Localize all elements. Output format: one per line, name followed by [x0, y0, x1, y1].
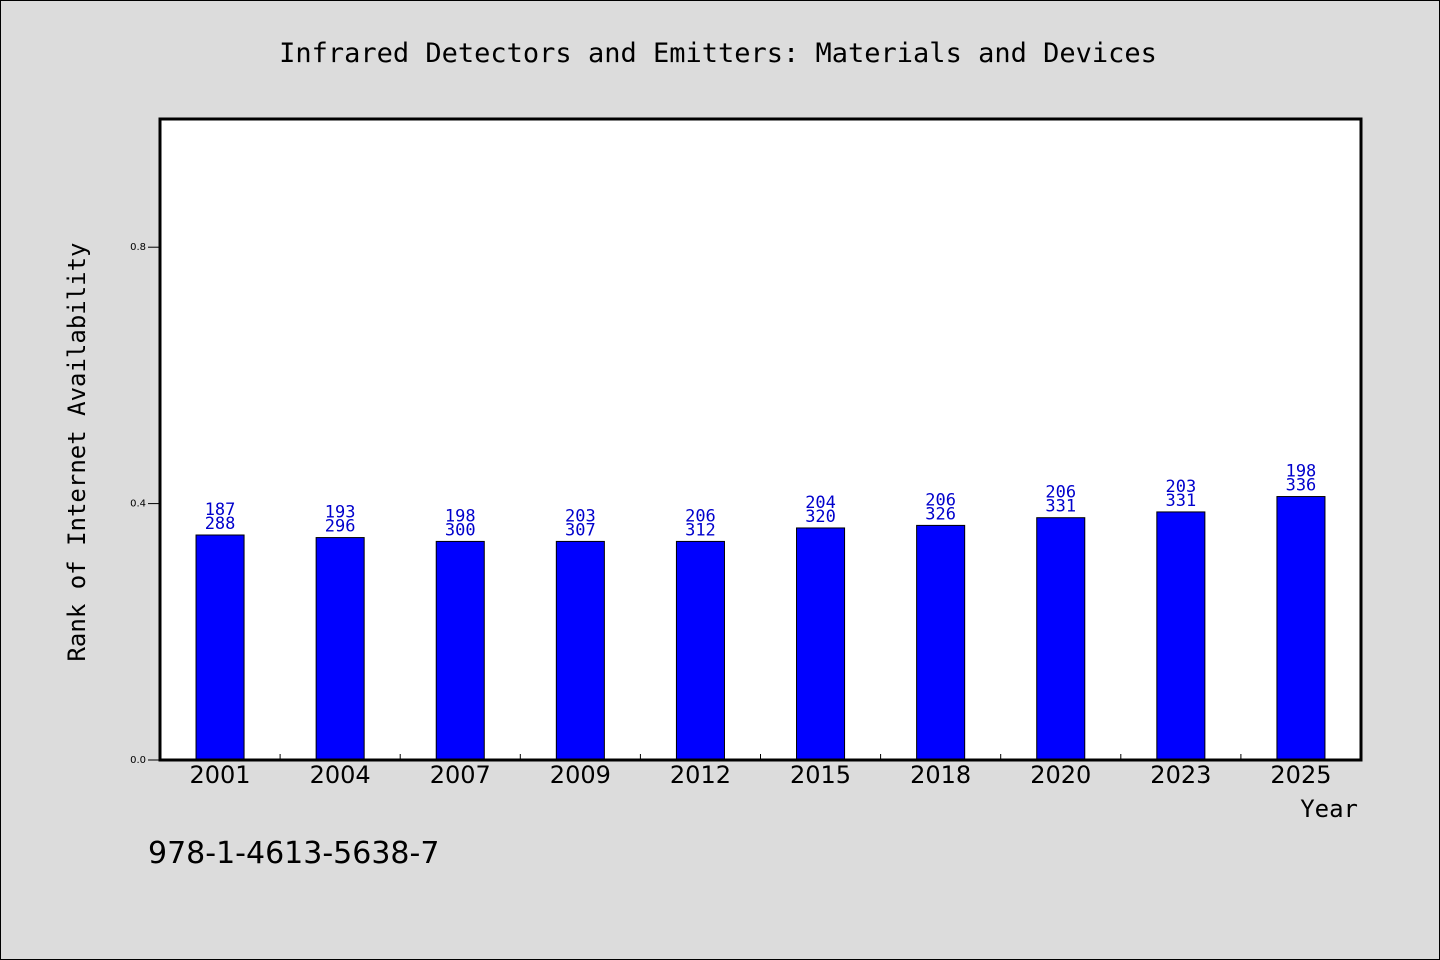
x-tick-label-2023: 2023 — [1150, 761, 1211, 789]
bar-2009 — [555, 540, 605, 761]
y-axis-label: Rank of Internet Availability — [63, 242, 91, 661]
bar-label-top-2020: 206 — [1045, 483, 1076, 503]
bar-label-bottom-2001: 288 — [205, 514, 236, 534]
chart-title: Infrared Detectors and Emitters: Materia… — [279, 38, 1157, 69]
bar-label-top-2007: 198 — [445, 506, 476, 526]
bar-2015 — [796, 527, 846, 761]
bar-2023 — [1156, 511, 1206, 761]
bar-label-bottom-2015: 320 — [805, 507, 836, 527]
bar-label-bottom-2007: 300 — [445, 520, 476, 540]
bar-label-bottom-2025: 336 — [1286, 476, 1317, 496]
x-tick-label-2007: 2007 — [430, 761, 491, 789]
bar-label-bottom-2023: 331 — [1165, 491, 1196, 511]
bar-label-top-2009: 203 — [565, 506, 596, 526]
bar-2018 — [916, 524, 966, 761]
bar-label-top-2018: 206 — [925, 490, 956, 510]
x-tick-label-2001: 2001 — [190, 761, 251, 789]
x-tick-label-2004: 2004 — [310, 761, 371, 789]
y-tick-label-0.4: 0.4 — [130, 499, 146, 510]
bar-label-top-2015: 204 — [805, 493, 836, 513]
x-tick-label-2009: 2009 — [550, 761, 611, 789]
isbn-text: 978-1-4613-5638-7 — [148, 836, 439, 871]
bar-label-bottom-2004: 296 — [325, 517, 356, 537]
bar-label-bottom-2018: 326 — [925, 504, 956, 524]
x-tick-label-2015: 2015 — [790, 761, 851, 789]
bar-label-top-2023: 203 — [1165, 477, 1196, 497]
bar-2025 — [1276, 496, 1326, 761]
bar-2001 — [195, 534, 245, 761]
ticks-group: 2001 2004 2007 2009 2012 2015 2018 2020 2023 2025… — [130, 242, 1331, 789]
bar-label-top-2025: 198 — [1286, 462, 1317, 482]
x-tick-label-2020: 2020 — [1030, 761, 1091, 789]
bar-label-bottom-2009: 307 — [565, 520, 596, 540]
bar-2004 — [315, 537, 365, 761]
plot-border — [158, 117, 1363, 762]
y-tick-label-0.8: 0.8 — [130, 242, 146, 253]
y-tick-label-0.0: 0.0 — [130, 755, 146, 766]
x-tick-label-2012: 2012 — [670, 761, 731, 789]
x-tick-label-2018: 2018 — [910, 761, 971, 789]
bar-2007 — [435, 540, 485, 761]
bars-group: 1872881932961983002033072063122043202063… — [195, 462, 1326, 761]
bar-label-top-2012: 206 — [685, 506, 716, 526]
bar-label-top-2001: 187 — [205, 500, 236, 520]
bar-2020 — [1036, 517, 1086, 761]
bar-2012 — [675, 540, 725, 761]
x-tick-label-2025: 2025 — [1270, 761, 1331, 789]
bar-label-top-2004: 193 — [325, 503, 356, 523]
x-axis-label: Year — [1300, 795, 1358, 823]
bar-label-bottom-2012: 312 — [685, 520, 716, 540]
bar-label-bottom-2020: 331 — [1045, 497, 1076, 517]
